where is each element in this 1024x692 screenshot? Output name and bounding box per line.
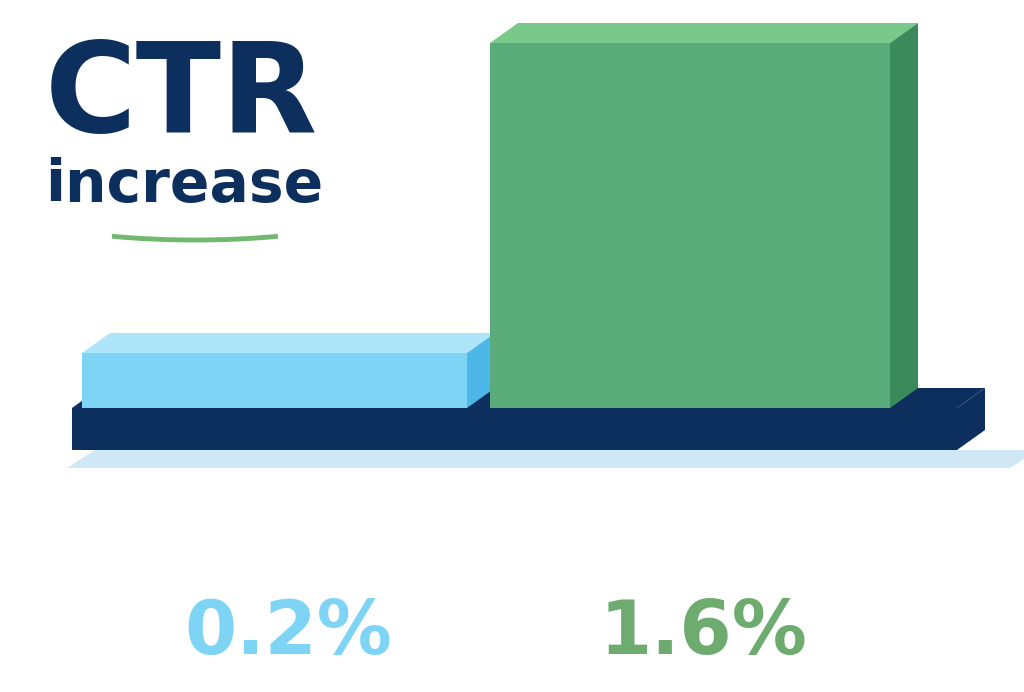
Text: CTR: CTR <box>45 37 318 158</box>
Text: 0.2%: 0.2% <box>184 597 392 670</box>
Text: increase: increase <box>45 157 324 214</box>
Polygon shape <box>490 23 918 43</box>
Polygon shape <box>82 353 467 408</box>
Polygon shape <box>82 333 495 353</box>
Polygon shape <box>67 450 1024 468</box>
Polygon shape <box>490 43 890 408</box>
Text: 1.6%: 1.6% <box>600 597 808 670</box>
Polygon shape <box>467 333 495 408</box>
Polygon shape <box>72 388 985 408</box>
Polygon shape <box>72 408 957 450</box>
Polygon shape <box>890 23 918 408</box>
Polygon shape <box>957 388 985 450</box>
